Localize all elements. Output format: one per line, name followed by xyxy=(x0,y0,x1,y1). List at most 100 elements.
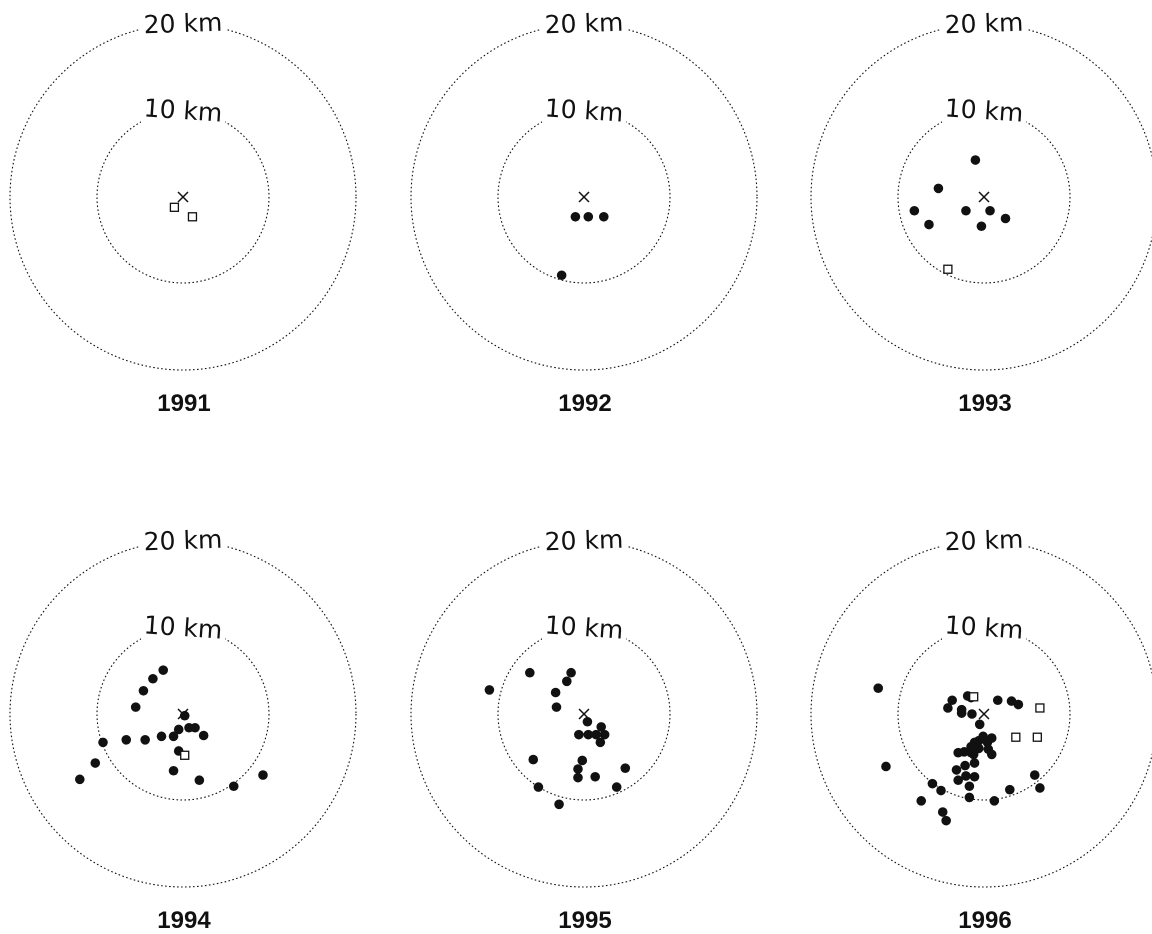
filled-dot xyxy=(598,211,609,222)
ring-label-10km: 10 km xyxy=(143,610,223,644)
filled-dot xyxy=(974,719,985,730)
filled-dot xyxy=(969,758,980,768)
panel-1993: 20 km 10 km 1993 xyxy=(810,8,1152,417)
panel-1995: 20 km 10 km 1995 xyxy=(410,525,758,934)
year-label: 1993 xyxy=(958,390,1011,417)
ring-20km xyxy=(9,540,357,888)
ring-20km xyxy=(810,23,1152,371)
filled-dot xyxy=(953,747,963,758)
filled-dot xyxy=(953,775,963,786)
ring-label-bg xyxy=(541,525,627,555)
filled-dot xyxy=(156,731,167,742)
filled-dot xyxy=(573,772,583,783)
open-square xyxy=(1032,732,1042,742)
filled-dot xyxy=(98,737,108,748)
filled-dot xyxy=(967,709,977,719)
panels-layer: 20 km 10 km 1991 20 km 10 km 1992 20 km 10 km 19… xyxy=(9,8,1152,934)
ring-label-10km: 10 km xyxy=(944,93,1024,127)
filled-dot xyxy=(873,683,884,693)
panel-1991: 20 km 10 km 1991 xyxy=(9,8,357,417)
open-square xyxy=(943,264,953,274)
open-square xyxy=(969,692,979,702)
ring-label-10km: 10 km xyxy=(143,93,223,127)
filled-dot xyxy=(941,815,951,826)
filled-dot xyxy=(956,708,967,718)
panel-1992: 20 km 10 km 1992 xyxy=(410,8,758,417)
filled-dot xyxy=(148,673,158,684)
filled-dot xyxy=(130,702,141,712)
filled-dot xyxy=(992,695,1003,706)
year-label: 1994 xyxy=(157,907,211,934)
filled-dot xyxy=(583,211,594,222)
filled-dot xyxy=(943,703,953,713)
filled-dot xyxy=(577,755,588,766)
filled-dot xyxy=(924,219,934,230)
filled-dot xyxy=(574,729,584,740)
ring-label-20km: 20 km xyxy=(143,8,223,40)
ring-label-bg xyxy=(542,95,626,125)
panel-1994: 20 km 10 km 1994 xyxy=(9,525,357,934)
filled-dot xyxy=(916,796,927,806)
filled-dot xyxy=(90,758,101,768)
ring-label-20km: 20 km xyxy=(143,525,223,557)
filled-dot xyxy=(533,782,544,792)
filled-dot xyxy=(484,685,495,695)
ring-label-20km: 20 km xyxy=(544,8,624,40)
filled-dot xyxy=(909,205,920,216)
filled-dot xyxy=(173,724,184,735)
filled-dot xyxy=(258,770,268,780)
filled-dot xyxy=(583,729,594,740)
filled-dot xyxy=(985,205,995,216)
filled-dot xyxy=(1029,770,1040,780)
filled-dot xyxy=(1013,699,1024,710)
year-label: 1991 xyxy=(157,390,210,417)
panel-1996: 20 km 10 km 1996 xyxy=(810,525,1152,934)
filled-dot xyxy=(936,785,946,796)
filled-dot xyxy=(951,765,962,775)
filled-dot xyxy=(968,749,979,760)
filled-dot xyxy=(620,763,631,773)
ring-20km xyxy=(9,23,357,371)
filled-dot xyxy=(168,765,179,776)
ring-label-bg xyxy=(140,8,226,38)
ring-label-20km: 20 km xyxy=(944,8,1024,40)
filled-dot xyxy=(1000,213,1011,224)
filled-dot xyxy=(964,781,975,792)
filled-dot xyxy=(550,687,561,698)
filled-dot xyxy=(927,778,938,789)
filled-dot xyxy=(964,792,975,803)
ring-label-bg xyxy=(140,525,226,555)
filled-dot xyxy=(140,735,150,745)
filled-dot xyxy=(611,782,622,792)
ring-label-10km: 10 km xyxy=(944,610,1024,644)
center-cross-icon xyxy=(177,191,189,203)
filled-dot xyxy=(158,665,169,675)
open-square xyxy=(169,202,180,212)
filled-dot xyxy=(566,667,576,678)
center-cross-icon xyxy=(978,708,990,720)
ring-20km xyxy=(410,540,758,888)
filled-dot xyxy=(190,722,200,733)
ring-20km xyxy=(810,540,1152,888)
ring-label-20km: 20 km xyxy=(544,525,624,557)
filled-dot xyxy=(961,771,971,781)
ring-label-bg xyxy=(941,8,1027,38)
filled-dot xyxy=(976,221,987,232)
filled-dot xyxy=(556,270,567,281)
open-square xyxy=(1035,703,1045,713)
filled-dot xyxy=(121,735,132,745)
filled-dot xyxy=(599,729,610,740)
filled-dot xyxy=(562,676,572,687)
filled-dot xyxy=(551,702,562,712)
ring-label-20km: 20 km xyxy=(944,525,1024,557)
filled-dot xyxy=(570,211,581,222)
ring-label-bg xyxy=(542,612,626,642)
ring-label-bg xyxy=(942,95,1026,125)
ring-label-10km: 10 km xyxy=(544,610,624,644)
filled-dot xyxy=(881,761,891,772)
ring-label-bg xyxy=(942,612,1026,642)
filled-dot xyxy=(138,685,149,696)
filled-dot xyxy=(228,781,239,792)
filled-dot xyxy=(582,716,593,727)
year-label: 1996 xyxy=(958,907,1011,934)
